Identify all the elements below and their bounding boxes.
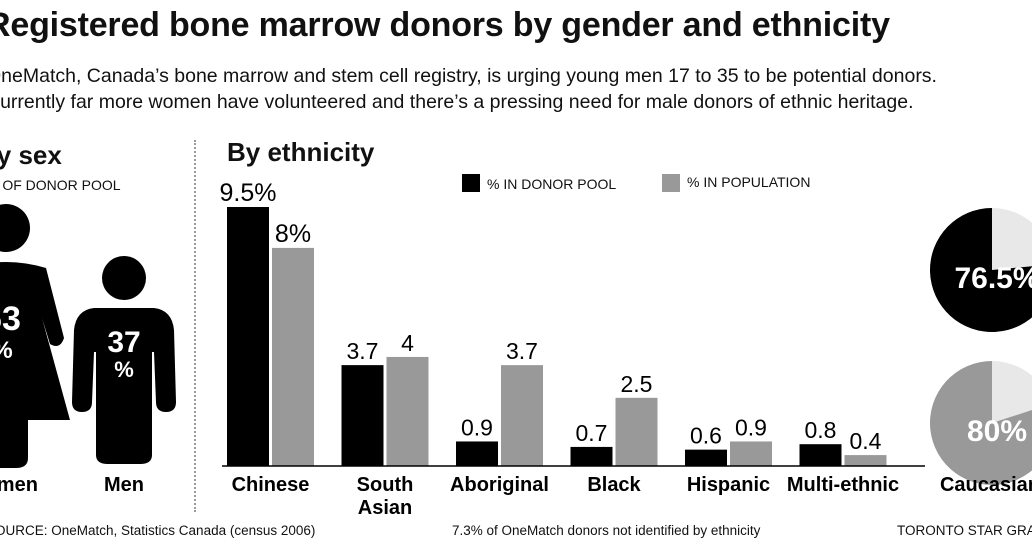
bar-population-chinese <box>272 247 314 466</box>
caucasian-label: Caucasian <box>940 474 1032 496</box>
caucasian-donor-pool-label: 76.5% <box>954 262 1032 295</box>
bar-population-south-asian <box>386 356 429 466</box>
bar-population-aboriginal <box>501 365 543 466</box>
bar-value-label: 3.7 <box>347 338 379 364</box>
section-divider <box>194 140 196 512</box>
legend-label-population: % IN POPULATION <box>687 174 811 190</box>
footer-note: 7.3% of OneMatch donors not identified b… <box>452 523 761 538</box>
men-percent-unit: % <box>114 357 134 382</box>
category-label: Black <box>587 474 641 496</box>
caucasian-population-label: 80% <box>967 415 1027 448</box>
bar-value-label: 9.5% <box>220 179 277 207</box>
bar-value-label: 3.7 <box>506 338 538 364</box>
bar-population-multi-ethnic <box>844 455 887 466</box>
bar-value-label: 0.4 <box>850 428 882 454</box>
footer-source: SOURCE: OneMatch, Statistics Canada (cen… <box>0 523 316 538</box>
intro-line-1: OneMatch, Canada’s bone marrow and stem … <box>0 65 937 87</box>
bar-donor-pool-aboriginal <box>456 441 498 466</box>
bar-donor-pool-black <box>570 446 613 466</box>
men-percent-value: 37 <box>107 326 140 359</box>
bar-donor-pool-hispanic <box>685 449 727 466</box>
bar-value-label: 2.5 <box>621 371 653 397</box>
women-label: Women <box>0 474 38 496</box>
page-title: Registered bone marrow donors by gender … <box>0 6 890 44</box>
women-percent-value: 63 <box>0 300 21 338</box>
category-label: Chinese <box>232 474 310 496</box>
caucasian-donor-pool-slice <box>929 208 1032 332</box>
ethnicity-heading: By ethnicity <box>227 137 375 167</box>
bar-value-label: 0.6 <box>690 423 722 449</box>
bar-donor-pool-chinese <box>227 207 269 466</box>
men-figure-icon <box>72 256 176 464</box>
category-label: South <box>357 474 414 496</box>
sex-subtitle: % OF DONOR POOL <box>0 177 121 193</box>
bar-value-label: 0.9 <box>735 414 767 440</box>
category-label: Multi-ethnic <box>787 474 899 496</box>
bar-value-label: 0.7 <box>576 420 608 446</box>
footer-credit: TORONTO STAR GRAPHIC <box>897 523 1032 538</box>
bar-value-label: 4 <box>401 330 414 356</box>
bar-donor-pool-south-asian <box>341 365 384 466</box>
bar-population-hispanic <box>730 441 772 466</box>
bar-donor-pool-multi-ethnic <box>799 444 842 466</box>
category-label: Aboriginal <box>450 474 549 496</box>
category-label: Hispanic <box>687 474 770 496</box>
legend-swatch-population <box>662 174 680 192</box>
caucasian-pies: 76.5% 80% <box>929 208 1032 485</box>
category-label: Asian <box>358 497 412 519</box>
women-figure-icon <box>0 204 70 468</box>
caucasian-population-slice <box>930 361 1032 485</box>
sex-heading: By sex <box>0 140 62 170</box>
women-percent-unit: % <box>0 337 13 364</box>
bar-population-black <box>615 397 658 466</box>
men-label: Men <box>104 474 144 496</box>
intro-line-2: Currently far more women have volunteere… <box>0 91 914 113</box>
bar-value-label: 0.8 <box>805 417 837 443</box>
bar-value-label: 0.9 <box>461 414 493 440</box>
legend-label-donor-pool: % IN DONOR POOL <box>487 176 617 192</box>
legend-swatch-donor-pool <box>462 174 480 192</box>
bar-value-label: 8% <box>275 220 311 248</box>
